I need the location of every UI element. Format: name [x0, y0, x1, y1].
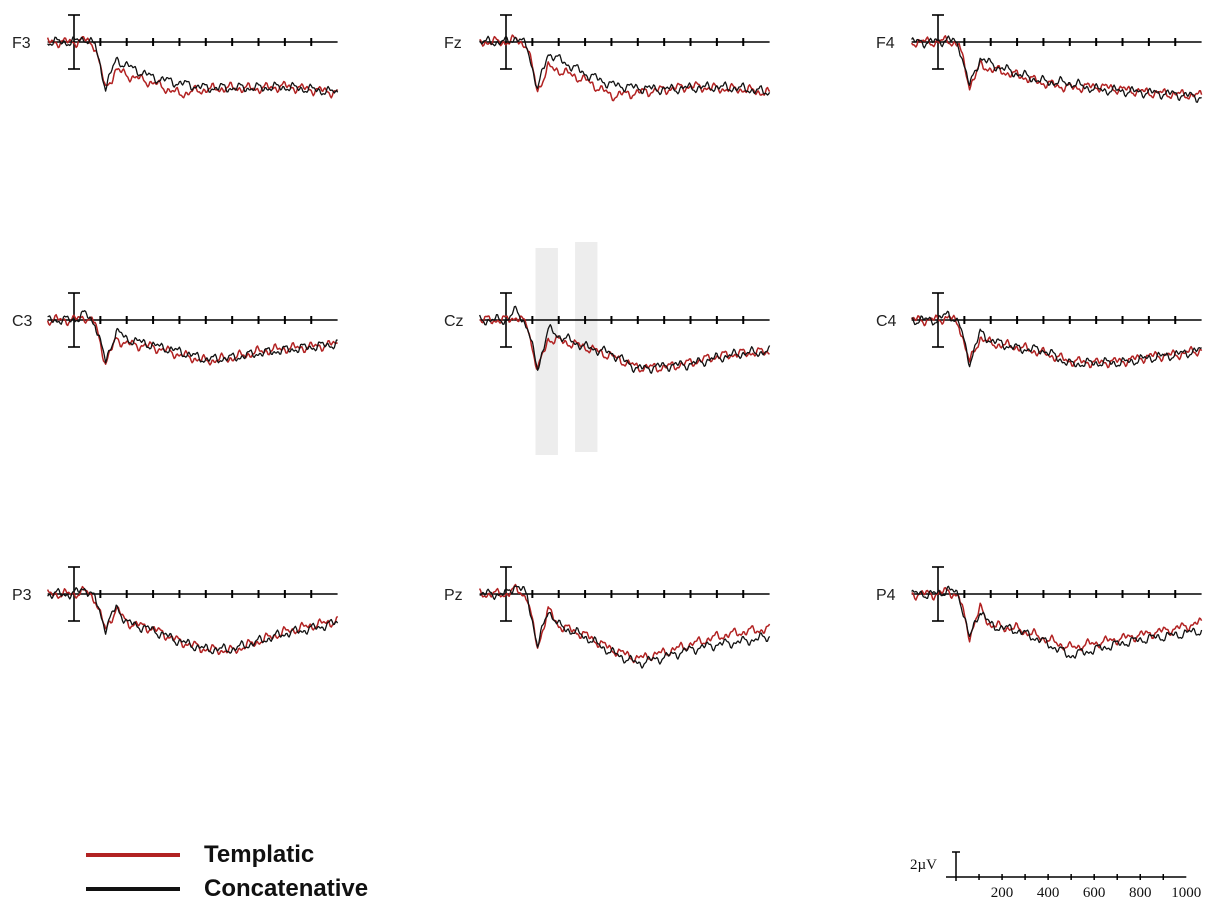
scale-time-label: 600 [1083, 885, 1106, 901]
legend-label-concatenative: Concatenative [204, 875, 369, 902]
series-line-templatic [910, 35, 1203, 100]
scale-time-label: 200 [991, 885, 1014, 901]
electrode-label: P3 [12, 587, 32, 604]
series-line-concatenative [911, 35, 1202, 103]
electrode-label: C4 [876, 313, 897, 330]
scale-time-label: 400 [1037, 885, 1060, 901]
scale-time-label: 800 [1129, 885, 1152, 901]
series-line-templatic [479, 315, 770, 373]
electrode-label: Fz [444, 35, 462, 52]
electrode-panel: Fz [444, 14, 771, 102]
electrode-panel: F4 [876, 14, 1203, 103]
electrode-panels: F3 Fz F4 C3 Cz C4 P3 Pz P4 [12, 14, 1203, 669]
electrode-label: P4 [876, 587, 896, 604]
series-line-templatic [46, 585, 339, 656]
highlight-windows [535, 242, 598, 455]
electrode-panel: Cz [444, 292, 771, 374]
electrode-label: Cz [444, 313, 464, 330]
scale-time-label: 1000 [1171, 885, 1201, 901]
series-line-concatenative [911, 310, 1202, 368]
electrode-label: F4 [876, 35, 895, 52]
electrode-label: C3 [12, 313, 33, 330]
legend-label-templatic: Templatic [204, 841, 315, 868]
series-line-templatic [478, 583, 771, 664]
series-line-concatenative [478, 305, 771, 374]
series-line-concatenative [47, 36, 339, 96]
electrode-panel: F3 [12, 14, 339, 99]
electrode-panel: Pz [444, 566, 771, 669]
series-line-concatenative [479, 585, 771, 669]
series-line-concatenative [47, 310, 338, 364]
electrode-panel: P4 [876, 566, 1203, 659]
legend-swatch-templatic [86, 853, 180, 857]
legend-swatch-concatenative [86, 887, 180, 891]
series-line-concatenative [47, 587, 339, 655]
legend: Templatic Concatenative [86, 838, 416, 902]
electrode-label: F3 [12, 35, 31, 52]
electrode-panel: P3 [12, 566, 339, 656]
series-line-concatenative [911, 585, 1203, 659]
electrode-panel: C3 [12, 292, 338, 366]
highlight-window [575, 242, 598, 452]
series-line-templatic [911, 586, 1203, 652]
highlight-window [535, 248, 558, 455]
legend-item-concatenative: Concatenative [86, 874, 368, 904]
scale-bar: 2µV 200 400 600 800 1000 [910, 851, 1201, 901]
series-line-concatenative [479, 35, 771, 96]
scale-amplitude-label: 2µV [910, 857, 937, 873]
legend-item-templatic: Templatic [86, 840, 314, 870]
electrode-label: Pz [444, 587, 463, 604]
series-line-templatic [46, 313, 338, 366]
electrode-panel: C4 [876, 292, 1203, 369]
